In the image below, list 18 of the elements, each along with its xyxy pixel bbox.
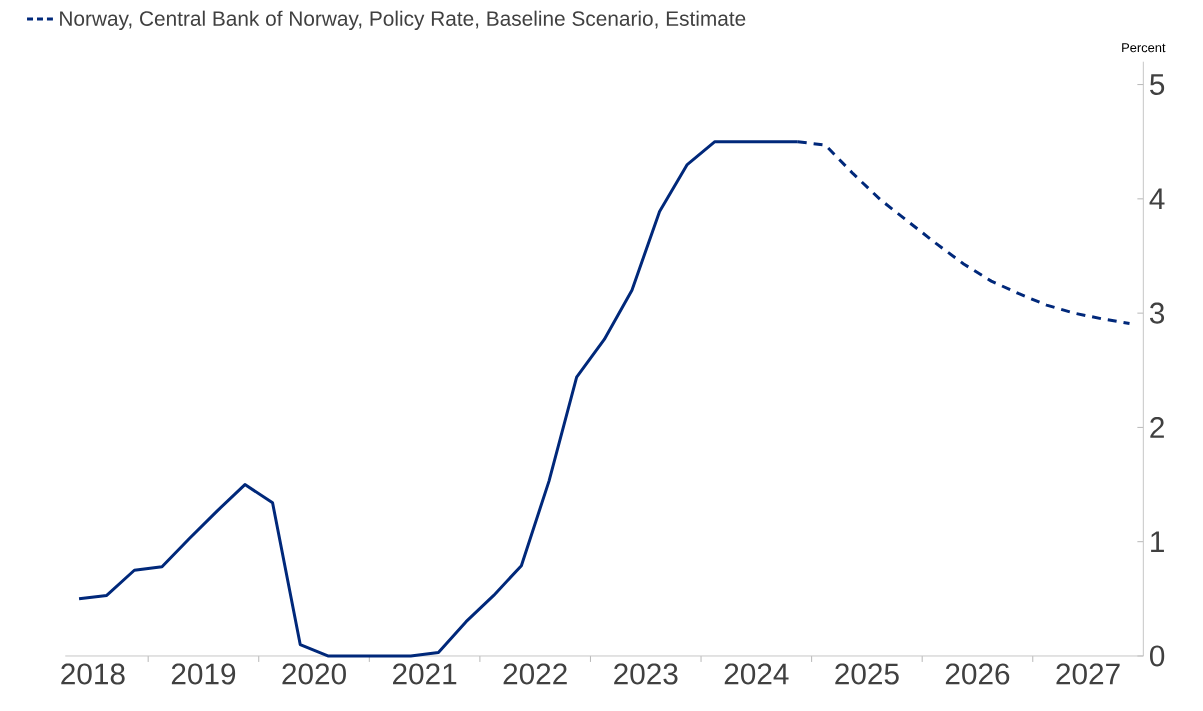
x-tick-label: 2022 xyxy=(503,663,567,685)
x-tick-label: 2025 xyxy=(835,663,899,685)
x-tick-label: 2026 xyxy=(945,663,1010,685)
y-tick-label: 0 xyxy=(1150,645,1165,667)
y-axis-title: Percent xyxy=(1122,43,1166,53)
y-tick-label: 1 xyxy=(1151,531,1164,553)
x-tick-label: 2020 xyxy=(282,663,346,685)
y-tick-label: 2 xyxy=(1150,417,1164,438)
y-tick-label: 3 xyxy=(1149,302,1165,324)
x-tick-label: 2023 xyxy=(614,663,678,685)
x-tick-label: 2024 xyxy=(724,663,789,685)
y-tick-label: 5 xyxy=(1150,74,1165,96)
x-tick-label: 2018 xyxy=(61,663,125,685)
x-tick-label: 2027 xyxy=(1056,663,1120,685)
x-tick-label: 2021 xyxy=(393,663,457,685)
x-tick-label: 2019 xyxy=(171,663,236,685)
legend-label: Norway, Central Bank of Norway, Policy Rate, Baseline Scenario, Estimate xyxy=(60,10,746,31)
y-tick-label: 4 xyxy=(1149,188,1165,210)
